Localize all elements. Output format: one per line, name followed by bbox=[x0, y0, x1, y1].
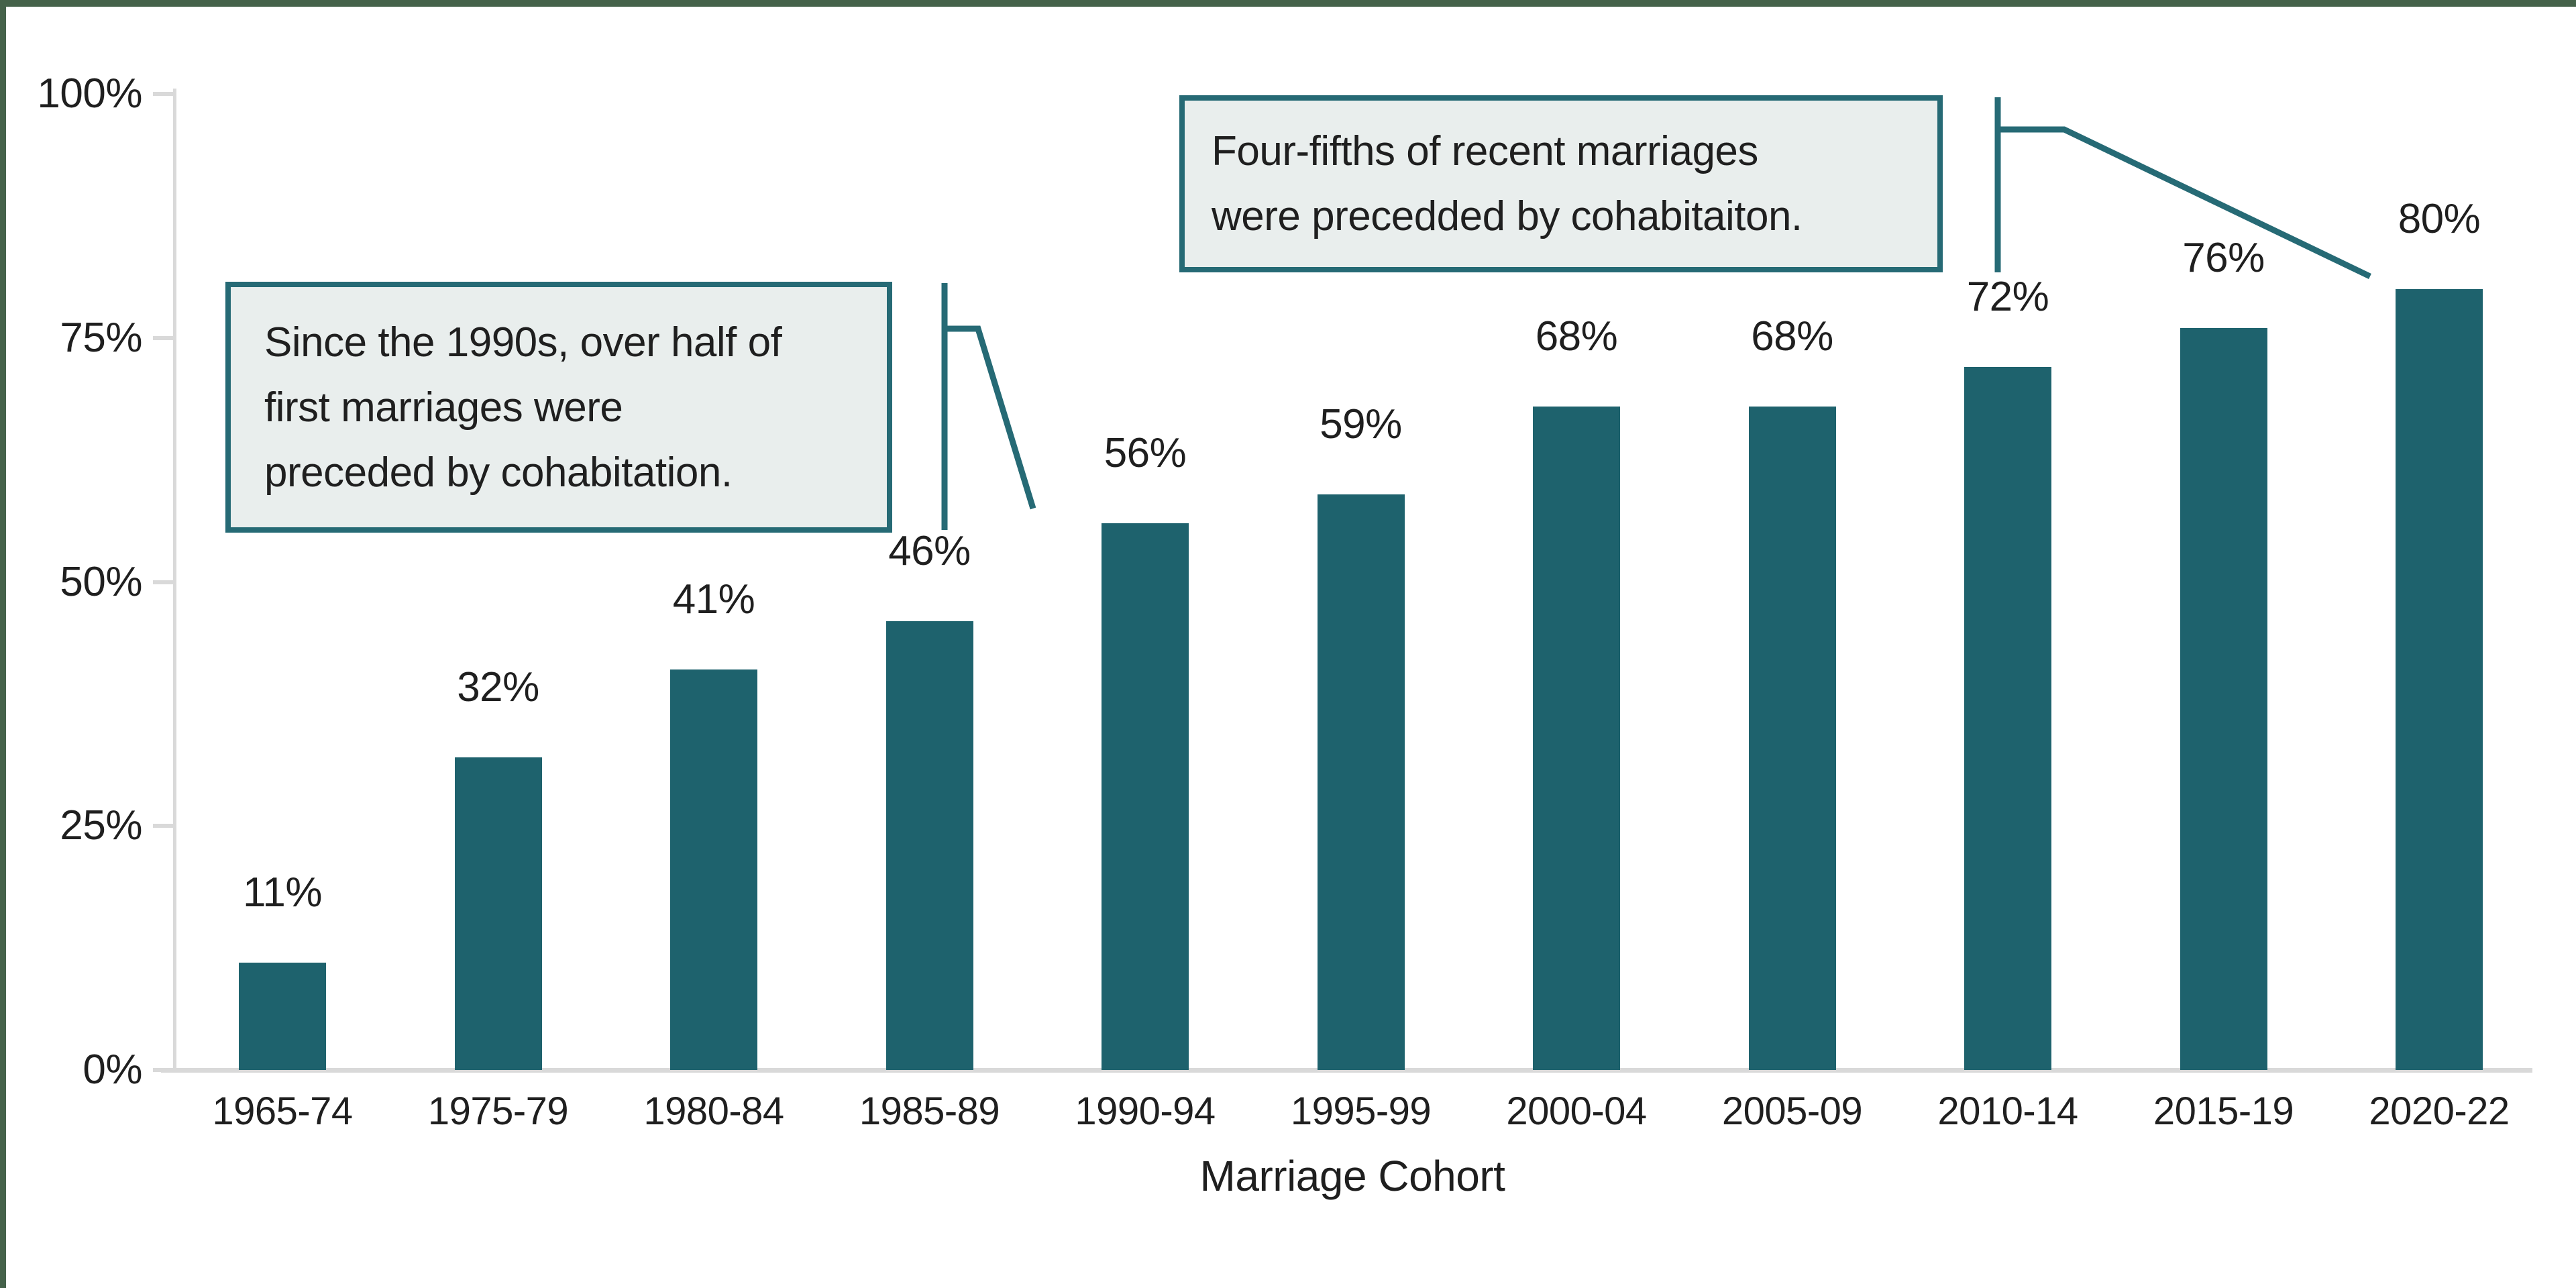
page-border-left bbox=[0, 0, 6, 1288]
bar bbox=[670, 669, 757, 1070]
bar-value-label: 56% bbox=[1104, 430, 1187, 477]
annotation-box-since-1990s: Since the 1990s, over half of first marr… bbox=[225, 282, 892, 533]
y-axis-tick bbox=[153, 335, 176, 340]
bar-value-label: 76% bbox=[2182, 235, 2265, 282]
bar bbox=[1964, 367, 2051, 1070]
bar-value-label: 68% bbox=[1535, 313, 1618, 360]
bar-value-label: 32% bbox=[457, 664, 539, 711]
bar-value-label: 80% bbox=[2398, 196, 2481, 242]
y-axis-tick bbox=[153, 580, 176, 584]
bar bbox=[885, 621, 973, 1070]
annotation-text-line: Since the 1990s, over half of bbox=[264, 319, 782, 366]
x-tick-label: 1980-84 bbox=[643, 1089, 784, 1133]
x-tick-label: 2020-22 bbox=[2369, 1089, 2510, 1133]
x-tick-label: 1965-74 bbox=[212, 1089, 353, 1133]
bar bbox=[1748, 406, 1836, 1070]
y-axis-tick bbox=[153, 92, 176, 96]
x-axis-title: Marriage Cohort bbox=[1199, 1152, 1505, 1200]
bar bbox=[239, 962, 326, 1070]
bar-value-label: 46% bbox=[888, 527, 971, 574]
y-axis-tick bbox=[153, 1068, 176, 1072]
annotation-text-line: Four-fifths of recent marriages bbox=[1212, 128, 1758, 174]
bar-value-label: 41% bbox=[672, 576, 755, 623]
x-tick-label: 1975-79 bbox=[427, 1089, 569, 1133]
x-tick-label: 2015-19 bbox=[2153, 1089, 2294, 1133]
bar-value-label: 59% bbox=[1320, 400, 1402, 447]
x-tick-label: 1985-89 bbox=[859, 1089, 1000, 1133]
y-tick-label: 75% bbox=[60, 314, 142, 361]
bar bbox=[1533, 406, 1620, 1070]
y-axis-tick bbox=[153, 824, 176, 828]
y-tick-label: 25% bbox=[60, 802, 142, 849]
bar-value-label: 68% bbox=[1751, 313, 1833, 360]
annotation-text-line: first marriages were bbox=[264, 384, 623, 431]
annotation-text-line: preceded by cohabitation. bbox=[264, 449, 733, 496]
callout-line-left bbox=[941, 283, 1036, 530]
x-axis-line bbox=[161, 1068, 2532, 1073]
y-tick-label: 50% bbox=[60, 558, 142, 605]
annotation-text-line: were precedded by cohabitaiton. bbox=[1212, 193, 1803, 239]
x-tick-label: 2010-14 bbox=[1937, 1089, 2078, 1133]
x-tick-label: 1995-99 bbox=[1290, 1089, 1432, 1133]
y-tick-label: 100% bbox=[37, 70, 142, 117]
bar bbox=[2396, 289, 2483, 1070]
bar bbox=[1317, 494, 1405, 1070]
bar-value-label: 72% bbox=[1966, 274, 2049, 321]
x-tick-label: 1990-94 bbox=[1075, 1089, 1216, 1133]
bar bbox=[454, 757, 542, 1070]
bar bbox=[1102, 523, 1189, 1070]
y-tick-label: 0% bbox=[83, 1046, 142, 1093]
page-border-top bbox=[0, 0, 2576, 7]
bar bbox=[2180, 328, 2267, 1070]
bar-value-label: 11% bbox=[243, 869, 323, 916]
x-tick-label: 2005-09 bbox=[1721, 1089, 1863, 1133]
x-tick-label: 2000-04 bbox=[1506, 1089, 1647, 1133]
annotation-box-four-fifths: Four-fifths of recent marriages were pre… bbox=[1179, 95, 1943, 272]
